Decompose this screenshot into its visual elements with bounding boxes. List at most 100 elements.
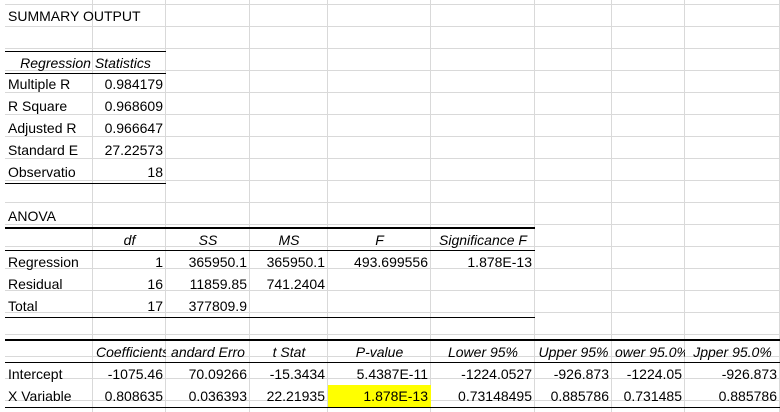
coef-header-upper-95[interactable]: Upper 95% [538, 344, 609, 360]
grid-cell[interactable] [5, 269, 93, 291]
grid-cell[interactable] [5, 49, 93, 71]
grid-cell[interactable] [535, 5, 612, 27]
grid-cell[interactable] [685, 49, 780, 71]
grid-cell[interactable] [535, 115, 612, 137]
grid-cell[interactable] [685, 225, 780, 247]
grid-cell[interactable] [431, 247, 535, 269]
grid-cell[interactable] [166, 247, 250, 269]
coef-cell[interactable]: 5.4387E-11 [356, 366, 428, 382]
grid-cell[interactable] [166, 71, 250, 93]
grid-cell[interactable] [431, 5, 535, 27]
grid-cell[interactable] [431, 115, 535, 137]
grid-cell[interactable] [328, 27, 431, 49]
grid-cell[interactable] [5, 401, 93, 412]
grid-cell[interactable] [250, 335, 328, 357]
anova-header-f[interactable]: F [375, 232, 384, 248]
coef-cell[interactable]: 0.885786 [550, 388, 609, 404]
grid-cell[interactable] [93, 49, 166, 71]
grid-cell[interactable] [250, 93, 328, 115]
anova-cell[interactable]: 741.2404 [266, 276, 325, 292]
anova-header-ss[interactable]: SS [198, 232, 218, 248]
grid-cell[interactable] [685, 159, 780, 181]
regstat-value[interactable]: 0.966647 [104, 120, 163, 136]
grid-cell[interactable] [166, 225, 250, 247]
coef-cell[interactable]: 0.036393 [188, 388, 247, 404]
grid-cell[interactable] [93, 291, 166, 313]
grid-cell[interactable] [250, 247, 328, 269]
coef-cell[interactable]: 0.731485 [623, 388, 682, 404]
grid-cell[interactable] [93, 137, 166, 159]
grid-cell[interactable] [328, 357, 431, 379]
grid-cell[interactable] [5, 137, 93, 159]
grid-cell[interactable] [93, 379, 166, 401]
grid-cell[interactable] [431, 159, 535, 181]
grid-cell[interactable] [328, 93, 431, 115]
grid-cell[interactable] [93, 247, 166, 269]
grid-cell[interactable] [685, 181, 780, 203]
grid-cell[interactable] [685, 115, 780, 137]
grid-cell[interactable] [535, 357, 612, 379]
grid-cell[interactable] [535, 137, 612, 159]
grid-cell[interactable] [5, 313, 93, 335]
grid-cell[interactable] [166, 291, 250, 313]
anova-cell[interactable]: 365950.1 [266, 254, 325, 270]
grid-cell[interactable] [328, 115, 431, 137]
anova-cell[interactable]: 11859.85 [189, 276, 247, 292]
grid-cell[interactable] [93, 93, 166, 115]
grid-cell[interactable] [5, 181, 93, 203]
coef-cell[interactable]: -1075.46 [107, 366, 163, 382]
grid-cell[interactable] [612, 225, 685, 247]
grid-cell[interactable] [250, 203, 328, 225]
grid-cell[interactable] [535, 27, 612, 49]
grid-cell[interactable] [5, 27, 93, 49]
grid-cell[interactable] [5, 225, 93, 247]
grid-cell[interactable] [612, 5, 685, 27]
grid-cell[interactable] [93, 181, 166, 203]
grid-cell[interactable] [5, 0, 93, 5]
regstat-value[interactable]: 18 [147, 164, 163, 180]
grid-cell[interactable] [93, 313, 166, 335]
coef-cell[interactable]: 0.885786 [718, 388, 777, 404]
grid-cell[interactable] [685, 27, 780, 49]
regstat-label[interactable]: Standard E [8, 142, 79, 158]
grid-cell[interactable] [431, 0, 535, 5]
grid-cell[interactable] [93, 5, 166, 27]
grid-cell[interactable] [612, 379, 685, 401]
grid-cell[interactable] [250, 137, 328, 159]
grid-cell[interactable] [166, 137, 250, 159]
grid-cell[interactable] [250, 401, 328, 412]
anova-header-ms[interactable]: MS [278, 232, 300, 248]
coef-cell-highlighted-p-value[interactable]: 1.878E-13 [328, 385, 431, 407]
grid-cell[interactable] [431, 137, 535, 159]
regstat-value[interactable]: 27.22573 [104, 142, 163, 158]
grid-cell[interactable] [685, 269, 780, 291]
grid-cell[interactable] [328, 203, 431, 225]
grid-cell[interactable] [5, 93, 93, 115]
grid-cell[interactable] [250, 379, 328, 401]
coef-cell[interactable]: -926.873 [553, 366, 609, 382]
grid-cell[interactable] [431, 379, 535, 401]
grid-cell[interactable] [328, 137, 431, 159]
grid-cell[interactable] [328, 313, 431, 335]
grid-cell[interactable] [93, 159, 166, 181]
grid-cell[interactable] [328, 159, 431, 181]
grid-cell[interactable] [250, 225, 328, 247]
grid-cell[interactable] [612, 247, 685, 269]
grid-cell[interactable] [685, 291, 780, 313]
anova-header-df[interactable]: df [123, 232, 136, 248]
coef-header-lower-95-0[interactable]: ower 95.0% [615, 344, 685, 360]
grid-cell[interactable] [166, 313, 250, 335]
regstat-label[interactable]: Adjusted R [8, 120, 77, 136]
grid-cell[interactable] [431, 401, 535, 412]
grid-cell[interactable] [612, 115, 685, 137]
coef-cell[interactable]: -15.3434 [269, 366, 325, 382]
grid-cell[interactable] [93, 115, 166, 137]
coef-row-label[interactable]: Intercept [8, 366, 63, 382]
grid-cell[interactable] [5, 203, 93, 225]
grid-cell[interactable] [431, 27, 535, 49]
coef-header-t-stat[interactable]: t Stat [272, 344, 306, 360]
grid-cell[interactable] [612, 49, 685, 71]
grid-cell[interactable] [612, 291, 685, 313]
grid-cell[interactable] [250, 27, 328, 49]
grid-cell[interactable] [250, 291, 328, 313]
